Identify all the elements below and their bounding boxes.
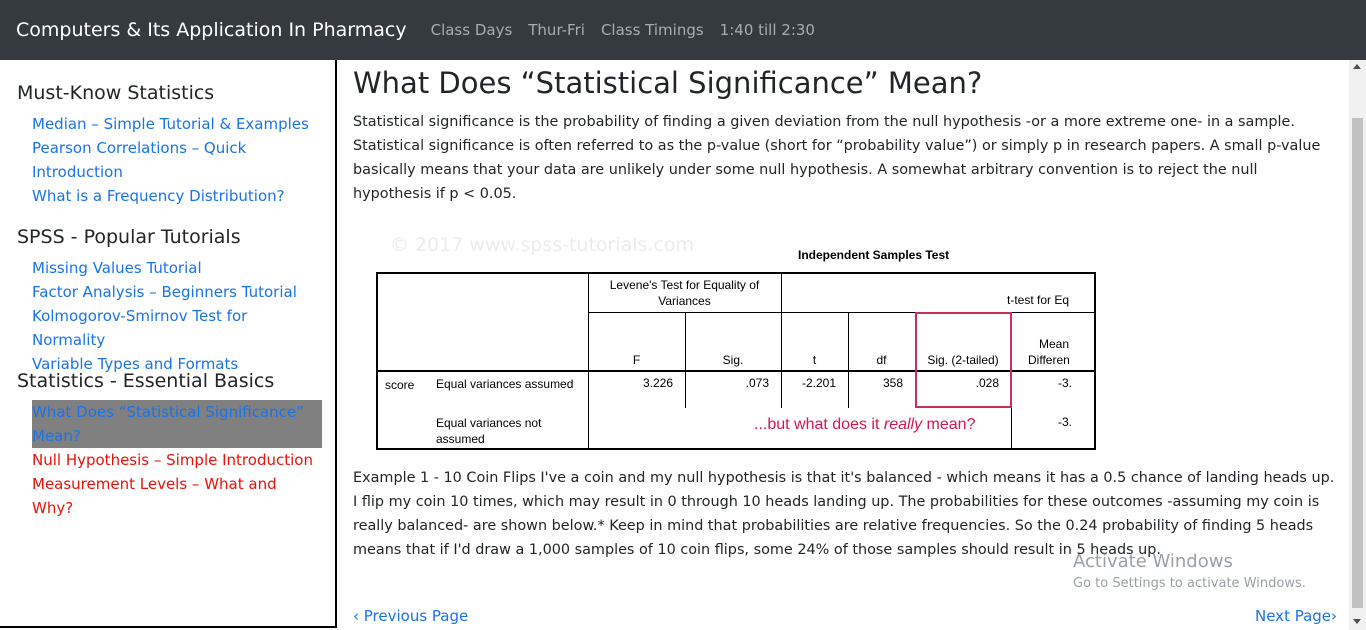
sidebar-list: Missing Values Tutorial Factor Analysis …	[17, 256, 322, 376]
previous-page-link[interactable]: ‹ Previous Page	[353, 607, 469, 625]
scroll-up-arrow-icon[interactable]	[1353, 64, 1361, 69]
annotation-text: ...but what does it really mean?	[754, 416, 976, 433]
row1-label: Equal variances assumed	[436, 377, 574, 391]
nav-thur-fri[interactable]: Thur-Fri	[528, 21, 585, 39]
intro-paragraph: Statistical significance is the probabil…	[353, 114, 1321, 202]
table-line	[588, 312, 1096, 313]
windows-watermark-title: Activate Windows	[1073, 551, 1233, 572]
sidebar-section-spss: SPSS - Popular Tutorials Missing Values …	[17, 226, 322, 376]
table-line	[378, 370, 1096, 372]
sidebar-heading: SPSS - Popular Tutorials	[17, 226, 241, 248]
sidebar-link[interactable]: Null Hypothesis – Simple Introduction	[32, 451, 313, 469]
spss-output-figure: © 2017 www.spss-tutorials.com Independen…	[376, 236, 1096, 466]
sidebar-link-active[interactable]: What Does “Statistical Significance” Mea…	[32, 400, 322, 448]
nav-class-days[interactable]: Class Days	[430, 21, 513, 39]
col-t: t	[812, 353, 817, 367]
sidebar-link[interactable]: Missing Values Tutorial	[32, 259, 202, 277]
table-title: Independent Samples Test	[798, 248, 950, 262]
spss-table: Levene's Test for Equality of Variances …	[376, 272, 1096, 450]
sidebar-link[interactable]: Measurement Levels – What and Why?	[32, 475, 277, 517]
sidebar-link[interactable]: Median – Simple Tutorial & Examples	[32, 115, 309, 133]
sidebar: Must-Know Statistics Median – Simple Tut…	[0, 60, 337, 628]
scroll-thumb[interactable]	[1352, 118, 1363, 608]
example-paragraph: Example 1 - 10 Coin Flips I've a coin an…	[353, 470, 1335, 558]
col-mean-diff: Differen	[1028, 353, 1070, 367]
levene-header: Levene's Test for Equality of Variances	[609, 278, 760, 308]
sidebar-list: Median – Simple Tutorial & Examples Pear…	[17, 112, 322, 208]
nav-class-timings[interactable]: Class Timings	[600, 21, 704, 39]
col-df: df	[876, 353, 887, 367]
sidebar-heading: Statistics - Essential Basics	[17, 370, 275, 392]
col-sig: Sig.	[722, 353, 744, 367]
windows-activation-watermark: Activate Windows Go to Settings to activ…	[1073, 551, 1306, 591]
sidebar-section-basics: Statistics - Essential Basics What Does …	[17, 370, 322, 520]
table-line	[588, 274, 589, 448]
col-f: F	[632, 353, 641, 367]
scroll-down-arrow-icon[interactable]	[1353, 619, 1361, 624]
table-line	[781, 274, 782, 312]
sidebar-section-must-know: Must-Know Statistics Median – Simple Tut…	[17, 82, 322, 208]
table-line	[685, 312, 686, 408]
site-brand[interactable]: Computers & Its Application In Pharmacy	[16, 19, 407, 41]
sidebar-link[interactable]: Kolmogorov-Smirnov Test for Normality	[32, 307, 248, 349]
sidebar-link[interactable]: Variable Types and Formats	[32, 355, 239, 373]
main-content: What Does “Statistical Significance” Mea…	[339, 60, 1349, 630]
next-page-link[interactable]: Next Page›	[1255, 607, 1338, 625]
sidebar-list: What Does “Statistical Significance” Mea…	[17, 400, 322, 520]
windows-watermark-subtitle: Go to Settings to activate Windows.	[1073, 576, 1306, 591]
sidebar-link[interactable]: Pearson Correlations – Quick Introductio…	[32, 139, 247, 181]
row1-sig-2tailed: .028	[975, 376, 999, 390]
row1-df: 358	[882, 376, 903, 390]
row2-label: Equal variances not assumed	[436, 416, 542, 446]
nav-time-range[interactable]: 1:40 till 2:30	[719, 21, 815, 39]
vertical-scrollbar[interactable]	[1349, 60, 1366, 630]
page-title: What Does “Statistical Significance” Mea…	[353, 66, 983, 100]
col-mean: Mean	[1039, 337, 1070, 351]
sidebar-link[interactable]: What is a Frequency Distribution?	[32, 187, 285, 205]
image-watermark: © 2017 www.spss-tutorials.com	[390, 236, 695, 256]
table-line	[848, 312, 849, 408]
ttest-header: t-test for Eq	[1007, 293, 1070, 307]
row1-sig: .073	[745, 376, 769, 390]
row2-mean-diff: -3.	[1058, 415, 1073, 429]
row-variable: score	[385, 378, 415, 392]
sidebar-link[interactable]: Factor Analysis – Beginners Tutorial	[32, 283, 297, 301]
significance-highlight-box	[915, 312, 1012, 408]
sidebar-heading: Must-Know Statistics	[17, 82, 215, 104]
table-line	[781, 312, 782, 408]
col-sig-2tailed: Sig. (2-tailed)	[927, 353, 999, 367]
top-navbar: Computers & Its Application In Pharmacy …	[0, 0, 1366, 60]
row1-t: -2.201	[801, 376, 836, 390]
row1-mean-diff: -3.	[1058, 376, 1073, 390]
row1-f: 3.226	[642, 376, 673, 390]
